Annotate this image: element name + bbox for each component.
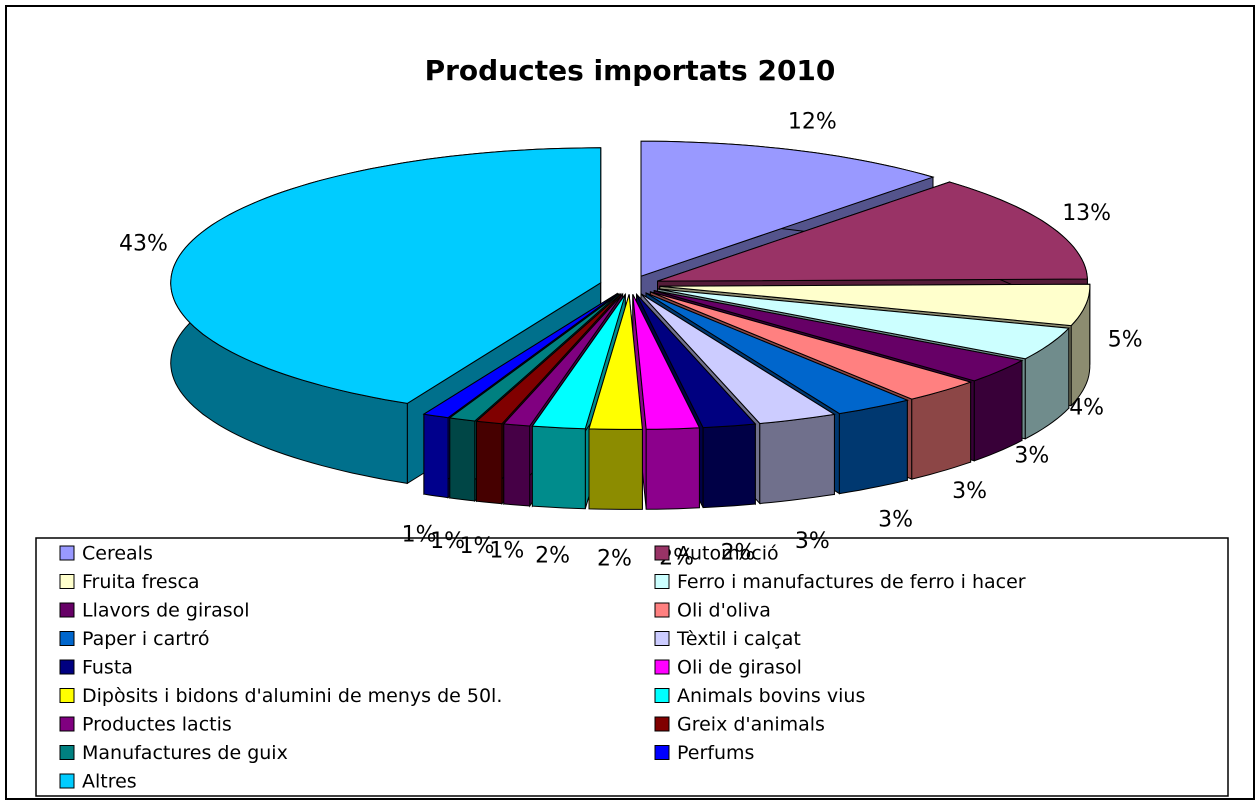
legend-label: Paper i cartró xyxy=(82,628,210,650)
legend-swatch xyxy=(59,773,75,789)
slice-wall xyxy=(588,428,643,510)
slice xyxy=(657,288,1070,360)
legend-swatch xyxy=(654,688,670,703)
data-label: 1% xyxy=(459,534,494,559)
slice xyxy=(659,283,1091,327)
legend-label: Productes lactis xyxy=(82,714,232,736)
data-label: 12% xyxy=(788,110,837,135)
legend-swatch xyxy=(654,602,670,618)
legend-label: Animals bovins vius xyxy=(677,685,865,707)
slice xyxy=(502,293,624,427)
legend-swatch xyxy=(59,716,75,732)
data-label: 2% xyxy=(535,543,570,568)
legend-swatch xyxy=(59,745,75,760)
data-label: 2% xyxy=(597,546,632,571)
data-label: 2% xyxy=(721,540,756,565)
legend-label: Ferro i manufactures de ferro i hacer xyxy=(677,571,1026,593)
slice-wall xyxy=(759,413,835,505)
slice xyxy=(645,292,909,415)
legend-label: Perfums xyxy=(677,742,754,764)
legend-label: Oli de girasol xyxy=(677,657,802,679)
slice-wall xyxy=(476,420,503,505)
data-label: 43% xyxy=(119,232,168,257)
data-label: 1% xyxy=(430,529,465,554)
legend-label: Manufactures de guix xyxy=(82,742,288,764)
legend-swatch xyxy=(654,545,670,561)
slice xyxy=(422,293,618,419)
slice xyxy=(640,293,836,425)
legend-label: Automoció xyxy=(677,543,779,565)
slice-wall xyxy=(838,399,908,495)
slice xyxy=(650,291,973,400)
data-label: 13% xyxy=(1062,201,1111,226)
legend-swatch xyxy=(59,688,75,703)
legend-label: Fusta xyxy=(82,657,133,679)
legend-swatch xyxy=(654,631,670,646)
legend-swatch xyxy=(654,574,670,589)
slice xyxy=(475,293,622,425)
slice-group xyxy=(588,294,643,510)
slice-wall xyxy=(531,425,586,510)
legend-swatch xyxy=(59,602,75,618)
legend-label: Dipòsits i bidons d'alumini de menys de … xyxy=(82,685,502,707)
slice-wall xyxy=(449,417,476,502)
slice xyxy=(170,147,602,404)
legend-swatch xyxy=(59,574,75,589)
slice-group xyxy=(531,292,626,510)
slice xyxy=(636,293,757,429)
data-label: 5% xyxy=(1108,327,1143,352)
legend-swatch xyxy=(59,659,75,675)
slice xyxy=(588,294,643,430)
legend-label: Altres xyxy=(82,771,137,793)
slice xyxy=(640,140,935,277)
legend-box xyxy=(35,537,1229,797)
slice-wall xyxy=(423,413,449,499)
legend-label: Llavors de girasol xyxy=(82,600,250,622)
slice xyxy=(448,293,620,422)
slice-wall xyxy=(702,423,756,509)
legend-swatch xyxy=(654,716,670,732)
slice-wall xyxy=(503,423,531,507)
data-label: 1% xyxy=(402,523,437,548)
data-label: 3% xyxy=(952,479,987,504)
slice-wall xyxy=(645,427,700,510)
legend-label: Oli d'oliva xyxy=(677,600,771,622)
slice xyxy=(531,294,626,430)
legend-swatch xyxy=(654,659,670,675)
legend-label: Cereals xyxy=(82,543,153,565)
data-label: 1% xyxy=(489,539,524,564)
chart-title: Productes importats 2010 xyxy=(425,54,836,87)
legend-label: Fruita fresca xyxy=(82,571,200,593)
legend-swatch xyxy=(59,631,75,646)
data-label: 3% xyxy=(795,529,830,554)
legend-label: Tèxtil i calçat xyxy=(676,628,801,650)
slice xyxy=(632,294,701,430)
legend-swatch xyxy=(654,745,670,760)
data-label: 3% xyxy=(878,508,913,533)
legend-label: Greix d'animals xyxy=(677,714,825,736)
legend-swatch xyxy=(59,545,75,561)
slice xyxy=(654,290,1024,382)
data-label: 4% xyxy=(1069,396,1104,421)
slice xyxy=(657,181,1088,282)
data-label: 3% xyxy=(1014,443,1049,468)
